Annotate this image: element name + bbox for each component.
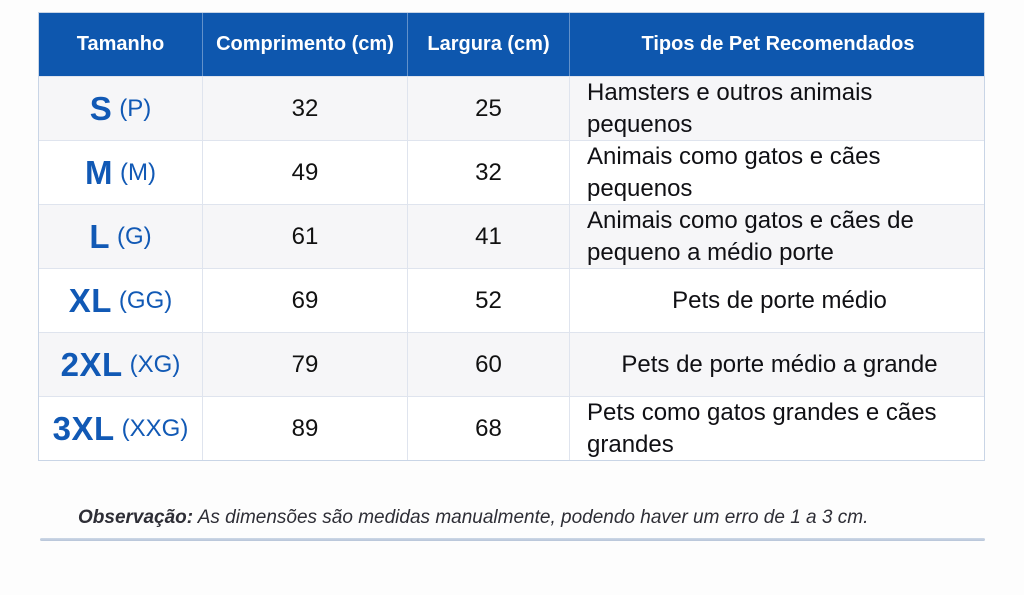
pets-cell: Pets de porte médio (672, 286, 887, 314)
observation-note: Observação: As dimensões são medidas man… (78, 507, 868, 529)
width-cell: 32 (408, 141, 570, 204)
pet-size-chart-table: Tamanho Comprimento (cm) Largura (cm) Ti… (38, 12, 985, 461)
pets-cell: Pets como gatos grandes e cães grandes (587, 399, 937, 458)
table-row: 3XL (XXG) 89 68 Pets como gatos grandes … (39, 396, 984, 460)
width-cell: 68 (408, 397, 570, 460)
size-cell: M (M) (39, 141, 203, 204)
pets-cell: Animais como gatos e cães pequenos (587, 143, 881, 202)
length-cell: 89 (203, 397, 408, 460)
size-label: 3XL (52, 409, 115, 447)
size-alt-label: (M) (120, 158, 156, 186)
length-cell: 49 (203, 141, 408, 204)
table-body: S (P) 32 25 Hamsters e outros animais pe… (39, 76, 984, 460)
size-alt-label: (P) (119, 94, 152, 122)
observation-label: Observação: (78, 507, 194, 528)
table-row: M (M) 49 32 Animais como gatos e cães pe… (39, 140, 984, 204)
table-header-row: Tamanho Comprimento (cm) Largura (cm) Ti… (39, 13, 984, 76)
size-cell: XL (GG) (39, 269, 203, 332)
header-tipos-pet: Tipos de Pet Recomendados (641, 33, 915, 55)
size-alt-label: (GG) (118, 286, 173, 314)
size-alt-label: (XXG) (121, 414, 189, 442)
pets-cell: Pets de porte médio a grande (621, 350, 938, 378)
observation-text: As dimensões são medidas manualmente, po… (193, 507, 869, 528)
header-tamanho: Tamanho (39, 13, 203, 76)
length-cell: 69 (203, 269, 408, 332)
header-comprimento: Comprimento (cm) (203, 13, 408, 76)
table-row: 2XL (XG) 79 60 Pets de porte médio a gra… (39, 332, 984, 396)
header-largura: Largura (cm) (408, 13, 570, 76)
size-label: S (89, 89, 113, 127)
size-cell: 2XL (XG) (39, 333, 203, 396)
length-cell: 79 (203, 333, 408, 396)
width-cell: 60 (408, 333, 570, 396)
size-label: 2XL (60, 345, 123, 383)
pets-cell: Animais como gatos e cães de pequeno a m… (587, 207, 914, 266)
table-row: S (P) 32 25 Hamsters e outros animais pe… (39, 76, 984, 140)
size-cell: L (G) (39, 205, 203, 268)
width-cell: 52 (408, 269, 570, 332)
pets-cell: Hamsters e outros animais pequenos (587, 79, 873, 138)
table-row: XL (GG) 69 52 Pets de porte médio (39, 268, 984, 332)
bottom-divider (40, 538, 985, 541)
size-alt-label: (G) (117, 222, 152, 250)
size-label: L (89, 217, 110, 255)
length-cell: 61 (203, 205, 408, 268)
width-cell: 25 (408, 77, 570, 140)
width-cell: 41 (408, 205, 570, 268)
size-cell: S (P) (39, 77, 203, 140)
size-label: M (85, 153, 113, 191)
size-label: XL (68, 281, 112, 319)
table-row: L (G) 61 41 Animais como gatos e cães de… (39, 204, 984, 268)
size-alt-label: (XG) (129, 350, 181, 378)
length-cell: 32 (203, 77, 408, 140)
size-cell: 3XL (XXG) (39, 397, 203, 460)
